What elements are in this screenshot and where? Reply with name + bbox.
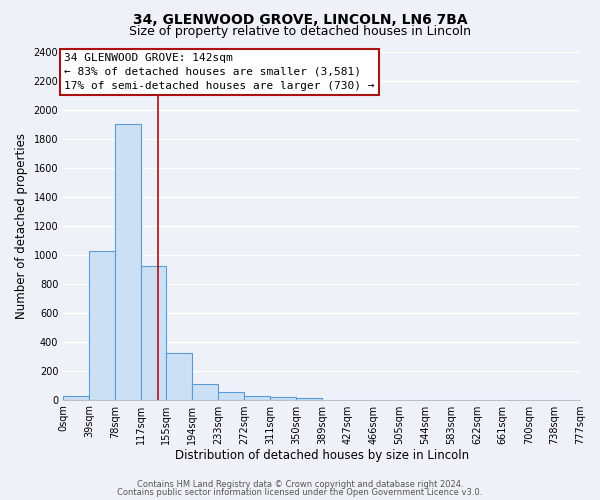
- Bar: [115, 124, 141, 400]
- Bar: [192, 384, 218, 400]
- X-axis label: Distribution of detached houses by size in Lincoln: Distribution of detached houses by size …: [175, 450, 469, 462]
- Bar: [296, 398, 322, 400]
- Text: 34 GLENWOOD GROVE: 142sqm
← 83% of detached houses are smaller (3,581)
17% of se: 34 GLENWOOD GROVE: 142sqm ← 83% of detac…: [64, 53, 375, 91]
- Bar: [218, 392, 244, 400]
- Text: Contains public sector information licensed under the Open Government Licence v3: Contains public sector information licen…: [118, 488, 482, 497]
- Y-axis label: Number of detached properties: Number of detached properties: [15, 132, 28, 318]
- Bar: [166, 353, 192, 400]
- Text: 34, GLENWOOD GROVE, LINCOLN, LN6 7BA: 34, GLENWOOD GROVE, LINCOLN, LN6 7BA: [133, 12, 467, 26]
- Text: Size of property relative to detached houses in Lincoln: Size of property relative to detached ho…: [129, 25, 471, 38]
- Text: Contains HM Land Registry data © Crown copyright and database right 2024.: Contains HM Land Registry data © Crown c…: [137, 480, 463, 489]
- Bar: [141, 266, 166, 400]
- Bar: [63, 396, 89, 400]
- Bar: [89, 251, 115, 400]
- Bar: [244, 396, 270, 400]
- Bar: [270, 396, 296, 400]
